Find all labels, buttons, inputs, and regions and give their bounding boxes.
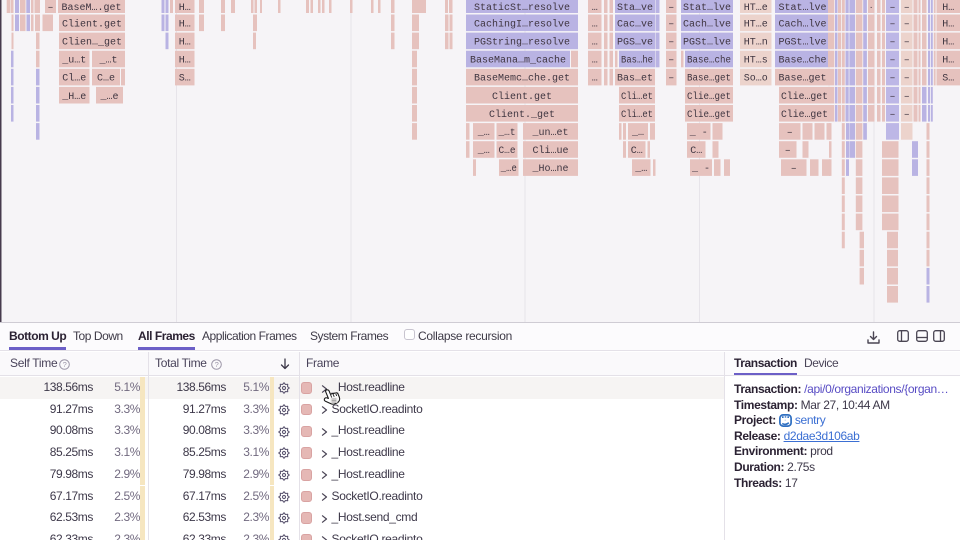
- svg-text:_…e: _…e: [500, 164, 517, 175]
- svg-text:_…e: _…e: [99, 92, 118, 103]
- svg-text:HT…e: HT…e: [744, 3, 768, 14]
- svg-text:…: …: [592, 38, 598, 49]
- svg-text:…: …: [592, 3, 598, 14]
- svg-text:HT…e: HT…e: [744, 19, 768, 30]
- svg-text:Cach…lve: Cach…lve: [683, 18, 731, 30]
- svg-text:H…: H…: [179, 19, 191, 30]
- svg-text:Bas…et: Bas…et: [617, 74, 653, 85]
- svg-text:StaticSt…resolve: StaticSt…resolve: [474, 2, 570, 14]
- svg-text:–: –: [889, 74, 895, 85]
- svg-text:Cac…ve: Cac…ve: [617, 19, 653, 30]
- svg-text:Stat…lve: Stat…lve: [778, 2, 826, 14]
- svg-text:H…: H…: [179, 56, 191, 67]
- svg-text:_ -: _ -: [691, 164, 710, 175]
- svg-text:–: –: [668, 3, 674, 14]
- svg-text:–: –: [889, 110, 895, 121]
- svg-text:HT…s: HT…s: [744, 56, 768, 67]
- svg-text:–: –: [889, 56, 895, 67]
- svg-text:–: –: [47, 3, 53, 14]
- svg-text:_u…t: _u…t: [61, 56, 86, 67]
- svg-text:Cl…e: Cl…e: [62, 73, 86, 85]
- svg-text:PGSt…lve: PGSt…lve: [778, 37, 826, 49]
- svg-text:BaseM….get: BaseM….get: [61, 3, 121, 14]
- svg-text:Sta…ve: Sta…ve: [617, 3, 653, 14]
- svg-text:BaseMana…m_cache: BaseMana…m_cache: [470, 55, 566, 67]
- svg-text:H…: H…: [942, 19, 954, 30]
- svg-text:_…: _…: [631, 128, 644, 139]
- svg-text:–: –: [904, 3, 910, 14]
- svg-text:–: –: [889, 3, 895, 14]
- svg-text:CachingI…resolve: CachingI…resolve: [474, 18, 570, 30]
- svg-text:H…: H…: [942, 3, 954, 14]
- svg-text:_…: _…: [477, 128, 490, 139]
- svg-text:–: –: [904, 56, 910, 67]
- svg-text:Base…che: Base…che: [687, 55, 731, 67]
- svg-text:Cli…et: Cli…et: [621, 109, 653, 121]
- svg-text:–: –: [668, 19, 674, 30]
- svg-text:–: –: [904, 19, 910, 30]
- svg-text:Base…get: Base…get: [687, 74, 731, 85]
- svg-text:HT…n: HT…n: [744, 38, 768, 49]
- svg-text:–: –: [785, 146, 791, 157]
- svg-text:…: …: [592, 56, 598, 67]
- svg-text:H…: H…: [179, 38, 191, 49]
- svg-text:Cach…lve: Cach…lve: [778, 18, 826, 30]
- svg-text:?: ?: [215, 360, 219, 369]
- svg-text:H…: H…: [942, 38, 954, 49]
- svg-text:PGSt…lve: PGSt…lve: [683, 37, 731, 49]
- svg-text:…: …: [592, 74, 598, 85]
- svg-text:–: –: [889, 92, 895, 103]
- svg-text:–: –: [791, 164, 797, 175]
- svg-text:_…: _…: [477, 146, 490, 157]
- svg-text:–: –: [904, 110, 910, 121]
- svg-text:Cli…ue: Cli…ue: [532, 145, 568, 157]
- svg-text:H…: H…: [179, 3, 191, 14]
- svg-text:Base…che: Base…che: [778, 55, 826, 67]
- svg-text:_…: _…: [634, 164, 647, 175]
- svg-text:–: –: [668, 38, 674, 49]
- svg-text:Clie…get: Clie…get: [781, 91, 828, 103]
- svg-text:H…: H…: [942, 56, 954, 67]
- svg-text:Client.get: Client.get: [62, 18, 122, 30]
- svg-text:Clien…_get: Clien…_get: [62, 37, 122, 49]
- svg-text:–: –: [870, 3, 872, 14]
- svg-text:C…: C…: [631, 146, 643, 157]
- svg-text:Client._get: Client._get: [489, 109, 555, 121]
- svg-text:PGS…ve: PGS…ve: [617, 38, 653, 49]
- svg-text:Base…get: Base…get: [778, 74, 826, 85]
- svg-text:…: …: [592, 19, 598, 30]
- svg-text:_…t: _…t: [498, 128, 516, 139]
- svg-text:Clie…get: Clie…get: [781, 109, 828, 121]
- svg-text:C…e: C…e: [499, 146, 516, 157]
- svg-text:Cli…et: Cli…et: [621, 91, 653, 103]
- svg-text:–: –: [668, 56, 674, 67]
- svg-text:_ -: _ -: [689, 128, 708, 139]
- svg-text:C…e: C…e: [97, 74, 115, 85]
- svg-text:Client.get: Client.get: [492, 91, 552, 103]
- svg-text:Bas…he: Bas…he: [621, 55, 653, 67]
- svg-text:–: –: [889, 19, 895, 30]
- svg-text:–: –: [904, 38, 910, 49]
- svg-text:_Ho…ne: _Ho…ne: [531, 164, 568, 175]
- svg-text:–: –: [904, 92, 910, 103]
- svg-text:PGString…resolve: PGString…resolve: [474, 37, 570, 49]
- svg-text:_…t: _…t: [98, 56, 117, 67]
- svg-text:S…: S…: [942, 74, 954, 85]
- svg-text:S…: S…: [179, 74, 191, 85]
- svg-text:Clie…get: Clie…get: [687, 109, 731, 121]
- svg-text:–: –: [889, 38, 895, 49]
- svg-text:Stat…lve: Stat…lve: [683, 2, 731, 14]
- svg-text:_un…et: _un…et: [531, 128, 568, 139]
- svg-text:_H…e: _H…e: [61, 92, 86, 103]
- svg-text:BaseMemc…che.get: BaseMemc…che.get: [474, 73, 570, 85]
- svg-text:C…: C…: [690, 146, 702, 157]
- svg-text:–: –: [787, 128, 793, 139]
- svg-text:–: –: [668, 74, 674, 85]
- svg-text:–: –: [904, 74, 910, 85]
- svg-text:Clie…get: Clie…get: [687, 91, 731, 103]
- svg-text:?: ?: [63, 360, 67, 369]
- svg-text:So…o: So…o: [744, 74, 768, 85]
